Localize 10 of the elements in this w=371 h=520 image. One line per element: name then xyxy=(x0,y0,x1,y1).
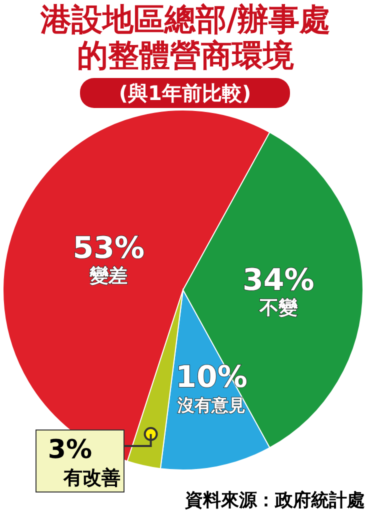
slice-label: 不變 xyxy=(258,297,298,319)
slice-label: 沒有意見 xyxy=(176,396,246,416)
source-note: 資料來源：政府統計處 xyxy=(185,489,365,512)
slice-label: 變差 xyxy=(90,264,128,287)
data-label: 34% xyxy=(242,263,314,298)
chart-title: 港設地區總部/辦事處的整體營商環境 xyxy=(39,2,332,74)
slice-label: 有改善 xyxy=(62,467,120,489)
chart-subtitle: (與1年前比較) xyxy=(80,78,290,108)
data-label: 3% xyxy=(48,435,92,465)
data-label: 53% xyxy=(72,230,145,266)
